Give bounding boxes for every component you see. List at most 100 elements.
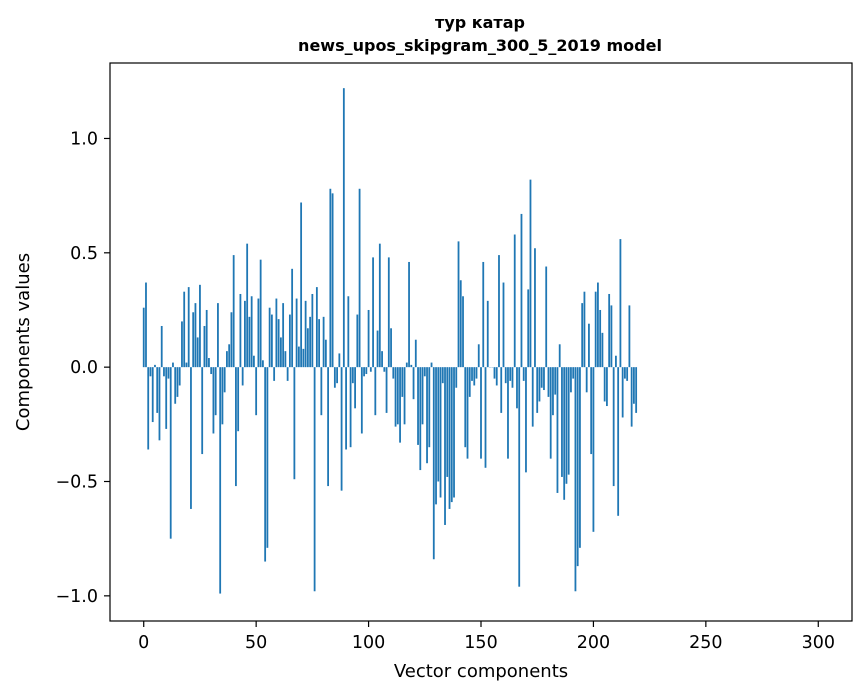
bar — [439, 367, 442, 498]
bar — [232, 255, 235, 368]
bar — [235, 367, 237, 487]
bar — [590, 367, 593, 455]
bar — [194, 303, 197, 368]
bar — [603, 367, 606, 402]
bar — [543, 367, 545, 391]
bar — [300, 202, 303, 368]
plot-frame — [109, 62, 853, 622]
bar — [520, 213, 523, 368]
bar — [158, 367, 161, 441]
bar — [462, 296, 464, 368]
bar — [313, 367, 316, 592]
bar — [174, 367, 177, 404]
bar — [336, 367, 338, 384]
bar — [495, 367, 498, 386]
bar — [552, 367, 554, 416]
bar — [315, 287, 318, 368]
bar — [394, 367, 397, 427]
bar — [383, 367, 386, 372]
bar — [293, 367, 296, 480]
bar — [426, 367, 428, 464]
y-axis-label: Components values — [13, 253, 34, 431]
bar — [277, 319, 280, 368]
bar — [203, 325, 206, 368]
bar — [149, 367, 152, 377]
bar — [178, 367, 181, 386]
bar — [412, 367, 415, 400]
bar — [581, 303, 584, 368]
bar — [518, 367, 521, 587]
bar — [477, 344, 480, 368]
bar — [570, 367, 572, 393]
bar — [446, 367, 449, 477]
bar — [540, 367, 543, 388]
x-axis-label: Vector components — [394, 661, 568, 682]
bar — [345, 367, 347, 450]
bar — [430, 362, 433, 368]
bar — [567, 367, 570, 475]
bar — [516, 367, 518, 409]
bar — [201, 367, 204, 455]
bar — [435, 367, 437, 505]
bar — [628, 305, 631, 368]
chart-subtitle: news_upos_skipgram_300_5_2019 model — [298, 36, 662, 55]
bar — [378, 243, 381, 368]
y-tick-label: 0.0 — [70, 358, 98, 378]
bar — [374, 367, 377, 416]
bar — [410, 364, 413, 368]
bar — [223, 367, 226, 393]
bar — [165, 367, 168, 429]
bar — [302, 348, 305, 368]
bar — [327, 367, 329, 487]
bar — [244, 300, 246, 368]
bar — [297, 346, 300, 368]
bar — [556, 367, 559, 493]
bar — [522, 367, 525, 381]
bar — [475, 367, 478, 379]
bar — [241, 367, 244, 386]
bar — [196, 337, 199, 368]
bar — [181, 321, 183, 368]
bar — [592, 367, 595, 532]
bar — [504, 367, 507, 384]
bar — [399, 367, 401, 443]
bar — [545, 266, 548, 368]
bar — [199, 284, 201, 368]
bar — [527, 289, 530, 368]
bar — [354, 367, 356, 409]
bar — [322, 316, 325, 368]
bar — [228, 344, 231, 368]
bar — [286, 367, 289, 381]
bar — [156, 367, 159, 413]
bar — [142, 307, 145, 368]
bar — [318, 319, 321, 368]
bar — [160, 325, 163, 368]
bar — [266, 367, 269, 548]
bar — [437, 367, 440, 482]
x-axis-ticks: 0 50 100 150 200 250 300 — [138, 621, 835, 653]
bar — [468, 367, 471, 397]
bar — [565, 367, 568, 484]
bar — [291, 268, 294, 368]
bar — [214, 367, 217, 416]
bar — [531, 367, 534, 427]
x-tick-label: 100 — [352, 633, 385, 653]
bar — [259, 259, 262, 368]
bar — [414, 339, 417, 368]
x-tick-label: 0 — [138, 633, 149, 653]
bar — [608, 293, 611, 368]
bar — [185, 362, 188, 368]
bar — [311, 293, 314, 368]
bar — [390, 328, 392, 368]
bar — [239, 293, 242, 368]
bar — [333, 367, 336, 388]
bar — [363, 367, 365, 377]
bar — [367, 309, 370, 368]
bar — [624, 367, 626, 379]
bar — [268, 307, 271, 368]
bar — [405, 362, 408, 368]
bar — [270, 314, 273, 368]
bar — [486, 300, 489, 368]
bar — [525, 367, 527, 473]
